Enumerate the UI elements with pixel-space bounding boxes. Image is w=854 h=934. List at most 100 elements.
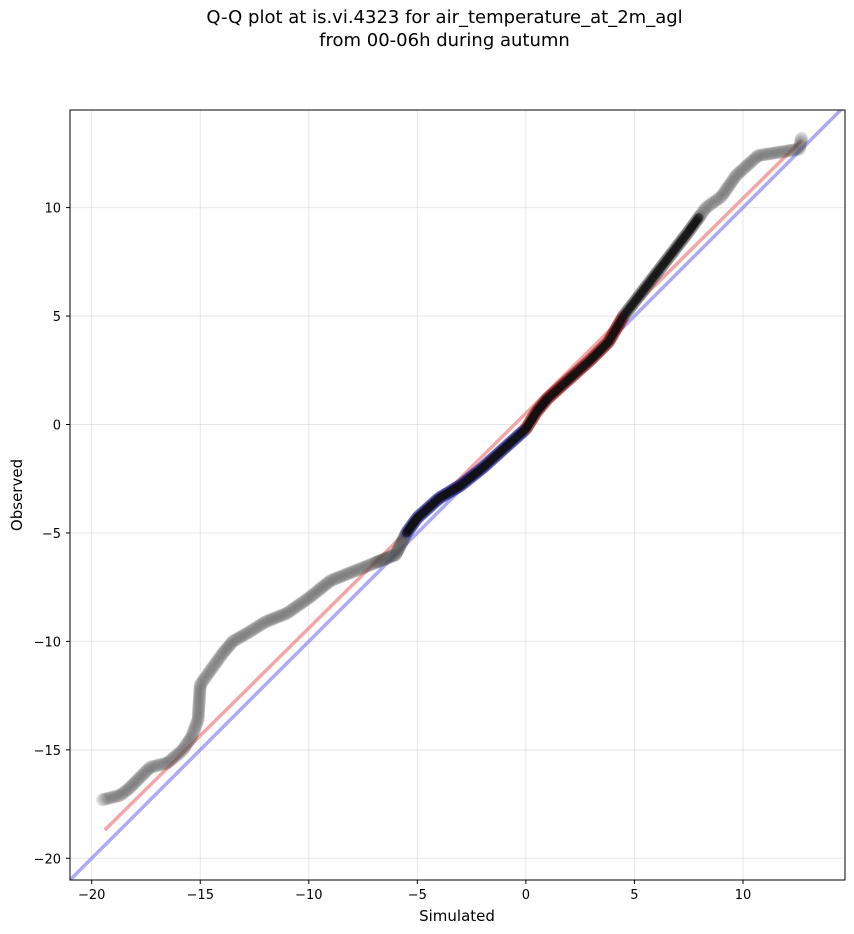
x-axis-label: Simulated	[419, 907, 495, 925]
qq-point	[766, 146, 780, 160]
qq-point	[343, 566, 357, 580]
qq-point	[385, 549, 399, 563]
qq-point	[115, 787, 129, 801]
qq-point	[233, 630, 247, 644]
qq-point	[192, 693, 206, 707]
qq-point	[142, 762, 156, 776]
qq-point	[212, 651, 226, 665]
qq-point	[394, 538, 408, 552]
chart-title: Q-Q plot at is.vi.4323 for air_temperatu…	[0, 6, 854, 52]
qq-point	[191, 708, 205, 722]
qq-point	[191, 706, 205, 720]
x-tick-label: −10	[295, 888, 322, 903]
qq-point	[741, 158, 755, 172]
qq-point	[365, 557, 379, 571]
qq-point	[186, 726, 200, 740]
qq-point	[192, 702, 206, 716]
qq-point	[756, 148, 770, 162]
qq-point	[705, 197, 719, 211]
qq-point	[390, 546, 404, 560]
qq-point	[359, 559, 373, 573]
qq-point	[192, 704, 206, 718]
qq-point	[125, 779, 139, 793]
qq-point	[764, 146, 778, 160]
qq-point	[98, 792, 112, 806]
qq-point	[204, 663, 218, 677]
qq-point	[152, 758, 166, 772]
qq-point	[182, 734, 196, 748]
qq-point	[195, 676, 209, 690]
qq-point	[392, 542, 406, 556]
qq-point	[177, 741, 191, 755]
qq-point	[341, 567, 355, 581]
qq-point	[724, 175, 738, 189]
qq-point	[148, 759, 162, 773]
qq-point	[318, 578, 332, 592]
qq-point	[721, 181, 735, 195]
qq-point	[363, 558, 377, 572]
qq-point	[307, 587, 321, 601]
qq-point	[131, 773, 145, 787]
x-tick-label: 10	[735, 888, 752, 903]
axis-ticks: −20 −15 −10 −5 0 5 10 −20 −15 −10 −5 0 5 10	[34, 202, 752, 903]
qq-point	[327, 572, 341, 586]
qq-point	[245, 623, 259, 637]
qq-point	[716, 188, 730, 202]
qq-point	[784, 143, 798, 157]
qq-point	[734, 164, 748, 178]
qq-point	[383, 550, 397, 564]
qq-point	[793, 140, 807, 154]
qq-point	[169, 749, 183, 763]
qq-point	[243, 625, 257, 639]
qq-point	[191, 710, 205, 724]
qq-point	[171, 747, 185, 761]
qq-point	[325, 573, 339, 587]
qq-point	[193, 682, 207, 696]
qq-point	[140, 763, 154, 777]
qq-point	[744, 155, 758, 169]
chart-title-line-1: Q-Q plot at is.vi.4323 for air_temperatu…	[206, 7, 683, 28]
qq-point	[208, 657, 222, 671]
qq-point	[788, 143, 802, 157]
qq-point	[237, 628, 251, 642]
qq-point	[743, 156, 757, 170]
x-tick-label: −15	[187, 888, 214, 903]
qq-point	[280, 606, 294, 620]
qq-point	[122, 782, 136, 796]
qq-point	[200, 668, 214, 682]
qq-point	[298, 594, 312, 608]
qq-point	[180, 737, 194, 751]
y-tick-label: −15	[34, 744, 61, 759]
qq-point	[324, 574, 338, 588]
x-tick-label: 0	[522, 888, 530, 903]
qq-point	[717, 186, 731, 200]
qq-point	[375, 553, 389, 567]
qq-point	[136, 768, 150, 782]
qq-point	[771, 145, 785, 159]
y-tick-label: −20	[34, 852, 61, 867]
qq-point	[333, 570, 347, 584]
qq-point	[355, 561, 369, 575]
qq-point	[287, 601, 301, 615]
qq-point	[347, 564, 361, 578]
qq-point	[312, 583, 326, 597]
qq-point	[320, 576, 334, 590]
x-tick-label: −20	[78, 888, 105, 903]
qq-point	[129, 774, 143, 788]
qq-point	[256, 616, 270, 630]
qq-point	[222, 639, 236, 653]
qq-point	[111, 789, 125, 803]
identity-line	[70, 110, 844, 880]
qq-point	[192, 699, 206, 713]
qq-point	[106, 790, 120, 804]
qq-point	[109, 789, 123, 803]
qq-point	[738, 161, 752, 175]
qq-point	[779, 144, 793, 158]
qq-point	[282, 605, 296, 619]
qq-point	[258, 615, 272, 629]
qq-point	[215, 647, 229, 661]
qq-point	[253, 619, 267, 633]
qq-point	[396, 534, 410, 548]
qq-point	[224, 636, 238, 650]
qq-point	[193, 678, 207, 692]
